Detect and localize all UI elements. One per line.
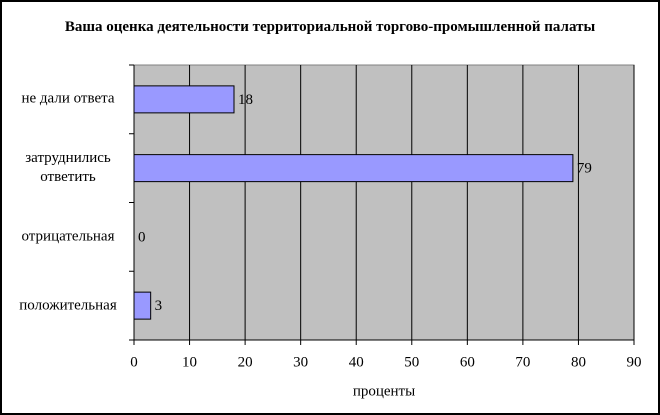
value-label: 0	[138, 229, 146, 245]
x-axis-label: проценты	[353, 383, 415, 399]
x-tick-label: 90	[627, 354, 642, 370]
y-tick-label: не дали ответа	[21, 90, 115, 107]
y-tick-label: положительная	[19, 297, 117, 314]
value-label: 18	[238, 92, 253, 108]
bar	[133, 154, 574, 183]
chart-title: Ваша оценка деятельности территориальной…	[64, 19, 596, 35]
value-label: 79	[577, 161, 592, 177]
x-tick-label: 80	[571, 354, 586, 370]
x-tick-label: 0	[130, 354, 138, 370]
x-tick-label: 60	[460, 354, 475, 370]
y-tick-label: отрицательная	[21, 228, 115, 245]
x-tick-label: 70	[515, 354, 530, 370]
x-tick-label: 10	[182, 354, 197, 370]
x-tick-label: 40	[349, 354, 364, 370]
value-label: 3	[155, 298, 163, 314]
x-tick-label: 20	[238, 354, 253, 370]
bar	[133, 85, 235, 114]
x-tick-label: 50	[404, 354, 419, 370]
bar	[133, 291, 152, 320]
y-tick-label: затруднились ответить	[25, 150, 111, 186]
x-tick-label: 30	[293, 354, 308, 370]
